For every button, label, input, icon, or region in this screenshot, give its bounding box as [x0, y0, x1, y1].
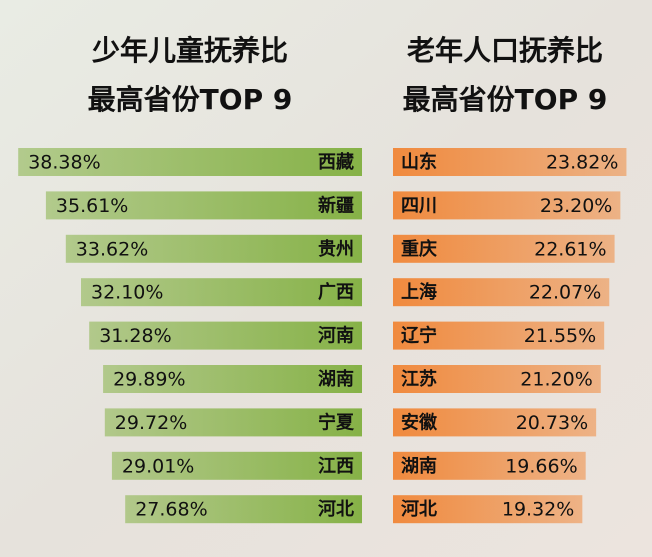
bar: [393, 234, 615, 263]
bar: [393, 321, 605, 350]
bar: [65, 234, 363, 263]
category-label: 新疆: [318, 194, 354, 216]
value-label: 21.20%: [520, 369, 592, 391]
bar: [393, 451, 586, 480]
category-label: 宁夏: [318, 411, 355, 433]
value-label: 21.55%: [524, 325, 596, 347]
category-label: 上海: [401, 281, 437, 303]
category-label: 四川: [401, 195, 437, 216]
bar: [111, 451, 363, 480]
chart-title: 少年儿童抚养比: [92, 34, 288, 67]
category-label: 广西: [318, 281, 354, 303]
value-label: 29.01%: [122, 455, 194, 477]
value-label: 38.38%: [28, 152, 100, 174]
value-label: 23.82%: [546, 152, 618, 174]
category-label: 湖南: [401, 455, 437, 477]
category-label: 重庆: [401, 238, 437, 260]
category-label: 安徽: [401, 411, 438, 433]
chart-subtitle: 最高省份TOP 9: [403, 83, 608, 116]
category-label: 江西: [318, 456, 354, 477]
category-label: 西藏: [318, 152, 354, 173]
value-label: 23.20%: [540, 195, 612, 217]
category-label: 河北: [401, 499, 437, 520]
bar: [18, 148, 362, 176]
category-label: 辽宁: [401, 325, 437, 347]
category-label: 湖南: [318, 368, 354, 390]
bar: [393, 365, 601, 393]
value-label: 27.68%: [135, 499, 207, 521]
value-label: 31.28%: [99, 325, 171, 347]
category-label: 河北: [318, 499, 354, 520]
bar: [393, 495, 583, 524]
value-label: 32.10%: [91, 282, 163, 304]
value-label: 35.61%: [56, 195, 128, 217]
value-label: 22.07%: [529, 282, 601, 304]
chart-title: 老年人口抚养比: [407, 34, 603, 67]
value-label: 29.72%: [115, 412, 187, 434]
bar: [103, 365, 362, 393]
value-label: 22.61%: [534, 238, 606, 260]
category-label: 江苏: [401, 368, 437, 390]
bar: [45, 191, 363, 220]
bar: [393, 191, 621, 220]
chart-subtitle: 最高省份TOP 9: [88, 83, 293, 116]
value-label: 29.89%: [113, 369, 185, 391]
bar: [81, 278, 362, 307]
bar: [89, 321, 362, 350]
bar: [125, 495, 362, 524]
bar: [393, 278, 610, 307]
value-label: 33.62%: [76, 238, 148, 260]
value-label: 19.66%: [505, 455, 577, 477]
bar: [393, 408, 597, 437]
category-label: 山东: [401, 151, 437, 173]
value-label: 20.73%: [516, 412, 588, 434]
category-label: 贵州: [318, 239, 354, 260]
value-label: 19.32%: [502, 499, 574, 521]
bar: [104, 408, 363, 437]
category-label: 河南: [318, 325, 354, 347]
bar: [393, 148, 627, 176]
